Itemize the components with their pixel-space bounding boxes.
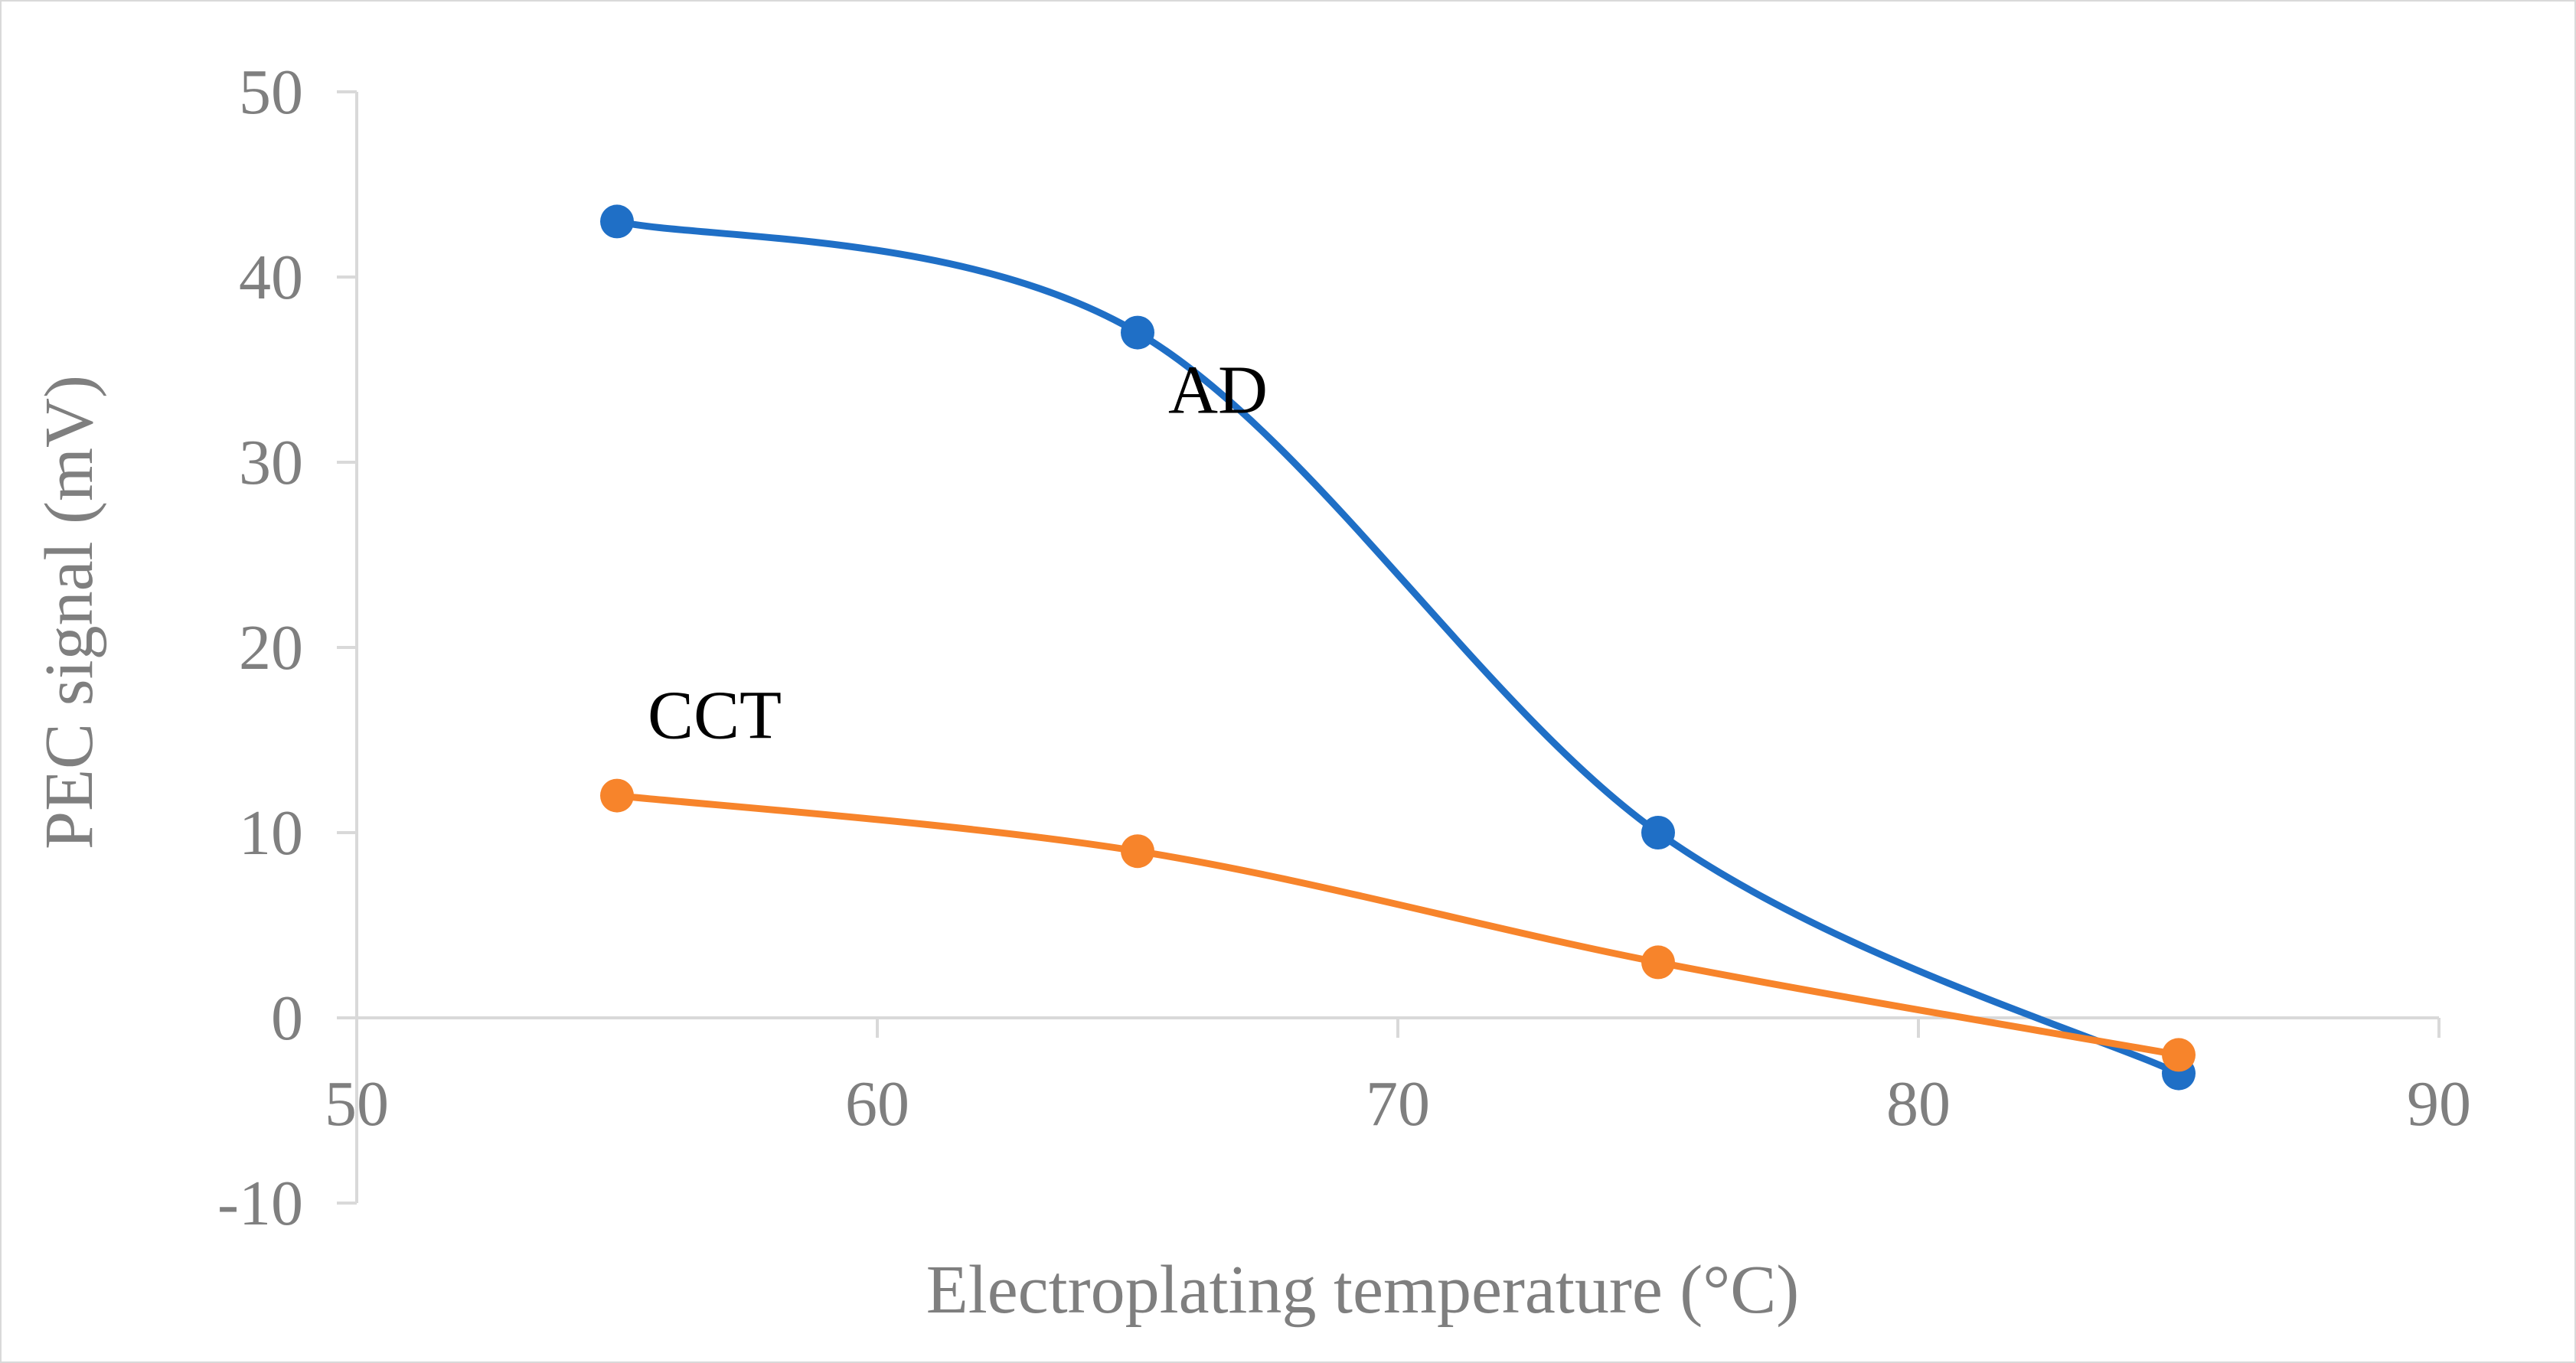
data-point-cct-55 <box>600 778 634 813</box>
data-point-cct-85 <box>2162 1038 2196 1072</box>
y-tick-label: 40 <box>239 242 303 313</box>
labels-layer: AD CCT <box>648 353 1268 754</box>
y-axis-title: PEC signal (mV) <box>31 375 107 849</box>
series-line-ad <box>613 217 2183 1078</box>
x-tick-label: 80 <box>1886 1068 1951 1140</box>
data-point-cct-65 <box>1121 834 1154 869</box>
x-tick-label: 60 <box>845 1068 909 1140</box>
x-axis-title: Electroplating temperature (°C) <box>926 1252 1800 1328</box>
x-tick-label: 90 <box>2407 1068 2471 1140</box>
y-tick-label: 20 <box>239 612 303 683</box>
series-label-ad: AD <box>1168 353 1268 429</box>
x-tick-label: 50 <box>325 1068 389 1140</box>
series-layer <box>600 204 2196 1091</box>
data-point-ad-55 <box>600 204 634 239</box>
data-point-ad-65 <box>1121 315 1154 350</box>
y-tick-label: 50 <box>239 57 303 128</box>
y-tick-label: 30 <box>239 427 303 498</box>
data-point-ad-75 <box>1641 816 1675 849</box>
y-tick-label: 0 <box>271 983 303 1054</box>
y-tick-label: 10 <box>239 797 303 869</box>
y-tick-label: -10 <box>217 1168 303 1239</box>
axes: -10 0 10 20 30 40 50 50 60 70 80 90 <box>217 57 2471 1239</box>
series-label-cct: CCT <box>648 678 782 754</box>
x-tick-label: 70 <box>1366 1068 1430 1140</box>
series-line-cct <box>613 792 2183 1058</box>
data-point-cct-75 <box>1641 945 1675 980</box>
